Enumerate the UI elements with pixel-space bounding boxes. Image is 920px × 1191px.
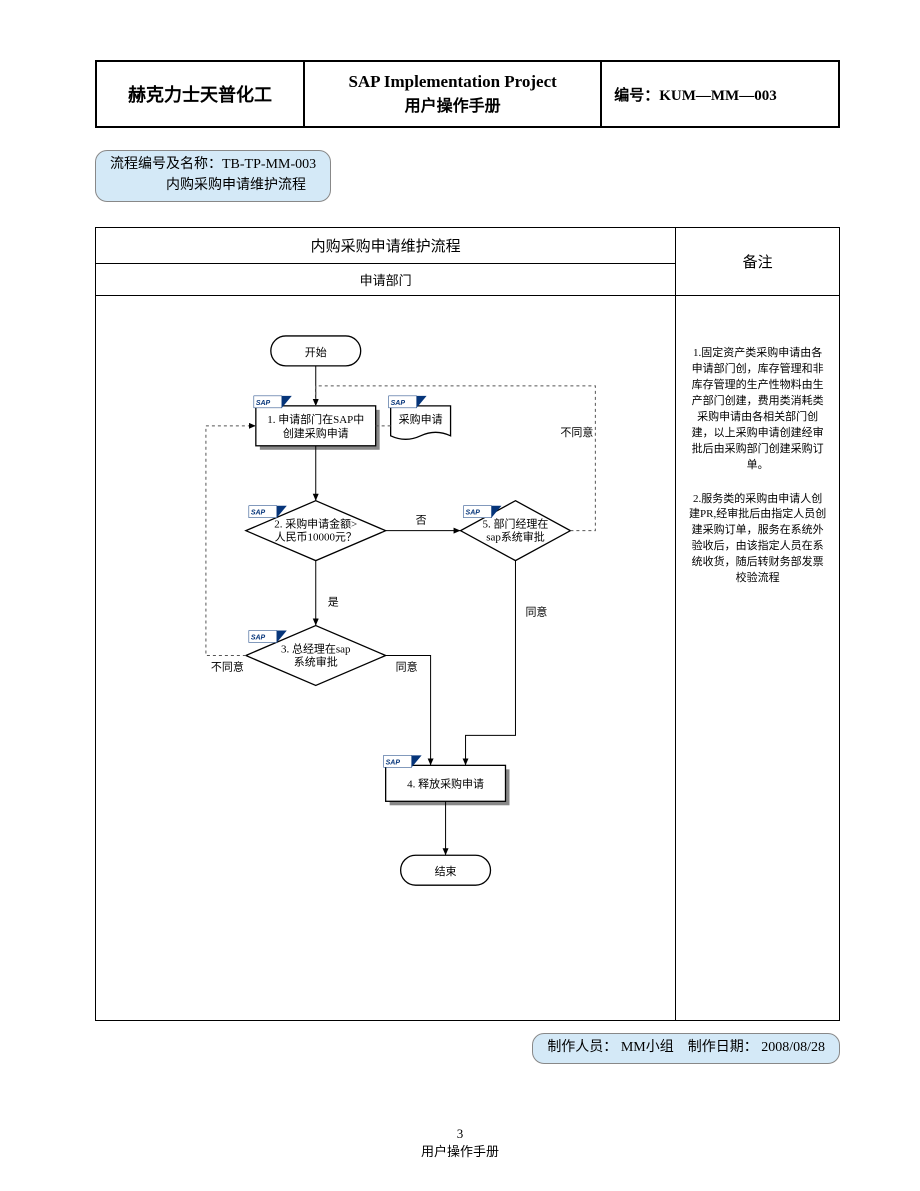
svg-text:系统审批: 系统审批 — [294, 654, 338, 668]
note-2: 2.服务类的采购由申请人创建PR,经审批后由指定人员创建采购订单，服务在系统外验… — [688, 492, 827, 588]
company-cell: 赫克力士天普化工 — [96, 61, 304, 127]
author-pill: 制作人员： MM小组 制作日期： 2008/08/28 — [532, 1033, 840, 1064]
maker: MM小组 — [621, 1040, 674, 1055]
notes-header: 备注 — [676, 228, 840, 296]
svg-text:2. 采购申请金额>: 2. 采购申请金额> — [274, 517, 357, 531]
svg-text:结束: 结束 — [435, 865, 457, 878]
svg-text:1. 申请部门在SAP中: 1. 申请部门在SAP中 — [267, 412, 364, 426]
svg-text:sap系统审批: sap系统审批 — [486, 530, 545, 544]
svg-text:否: 否 — [416, 515, 427, 527]
maker-label: 制作人员： — [547, 1040, 617, 1055]
svg-text:SAP: SAP — [386, 759, 401, 766]
footer-title: 用户操作手册 — [0, 1143, 920, 1161]
svg-text:4. 释放采购申请: 4. 释放采购申请 — [407, 776, 484, 790]
svg-text:创建采购申请: 创建采购申请 — [283, 426, 349, 440]
lane-header: 申请部门 — [96, 264, 676, 296]
page-footer: 3 用户操作手册 — [0, 1125, 920, 1161]
note-1: 1.固定资产类采购申请由各申请部门创，库存管理和非库存管理的生产性物料由生产部门… — [688, 346, 827, 474]
docno-label: 编号： — [614, 88, 659, 104]
flowchart-table: 内购采购申请维护流程 备注 申请部门 开始 — [95, 227, 840, 1021]
svg-text:SAP: SAP — [251, 510, 266, 517]
svg-text:人民币10000元？: 人民币10000元？ — [275, 531, 357, 544]
svg-text:5. 部门经理在: 5. 部门经理在 — [483, 517, 549, 531]
project-cn: 用户操作手册 — [317, 92, 588, 116]
svg-text:不同意: 不同意 — [560, 425, 593, 439]
process-id-code: TB-TP-MM-003 — [222, 157, 316, 172]
process-id-pill: 流程编号及名称：TB-TP-MM-003 内购采购申请维护流程 — [95, 150, 331, 202]
flow-title: 内购采购申请维护流程 — [96, 228, 676, 264]
svg-text:SAP: SAP — [466, 510, 481, 517]
docno-cell: 编号：KUM—MM—003 — [601, 61, 839, 127]
flowchart-canvas: 开始 1. 申请部门在SAP中 创建采购申请 SAP 采购申请 — [96, 296, 676, 1021]
svg-text:采购申请: 采购申请 — [399, 412, 443, 426]
flow-notes-cell: 1.固定资产类采购申请由各申请部门创，库存管理和非库存管理的生产性物料由生产部门… — [676, 296, 840, 1021]
svg-text:是: 是 — [328, 596, 339, 609]
page-number: 3 — [0, 1125, 920, 1143]
docno: KUM—MM—003 — [659, 88, 776, 104]
date-label: 制作日期： — [688, 1040, 758, 1055]
flowchart-svg: 开始 1. 申请部门在SAP中 创建采购申请 SAP 采购申请 — [96, 296, 675, 1015]
svg-text:同意: 同意 — [525, 605, 547, 619]
project-en: SAP Implementation Project — [317, 72, 588, 92]
svg-text:开始: 开始 — [305, 345, 327, 359]
process-id-label: 流程编号及名称： — [110, 157, 222, 172]
svg-text:SAP: SAP — [391, 400, 406, 407]
process-name: 内购采购申请维护流程 — [166, 178, 306, 193]
company-name: 赫克力士天普化工 — [128, 85, 272, 105]
svg-text:不同意: 不同意 — [211, 659, 244, 673]
svg-text:同意: 同意 — [396, 659, 418, 673]
svg-text:3. 总经理在sap: 3. 总经理在sap — [281, 642, 351, 656]
project-cell: SAP Implementation Project 用户操作手册 — [304, 61, 601, 127]
date: 2008/08/28 — [761, 1040, 825, 1055]
svg-text:SAP: SAP — [251, 635, 266, 642]
svg-text:SAP: SAP — [256, 400, 271, 407]
doc-header-table: 赫克力士天普化工 SAP Implementation Project 用户操作… — [95, 60, 840, 128]
